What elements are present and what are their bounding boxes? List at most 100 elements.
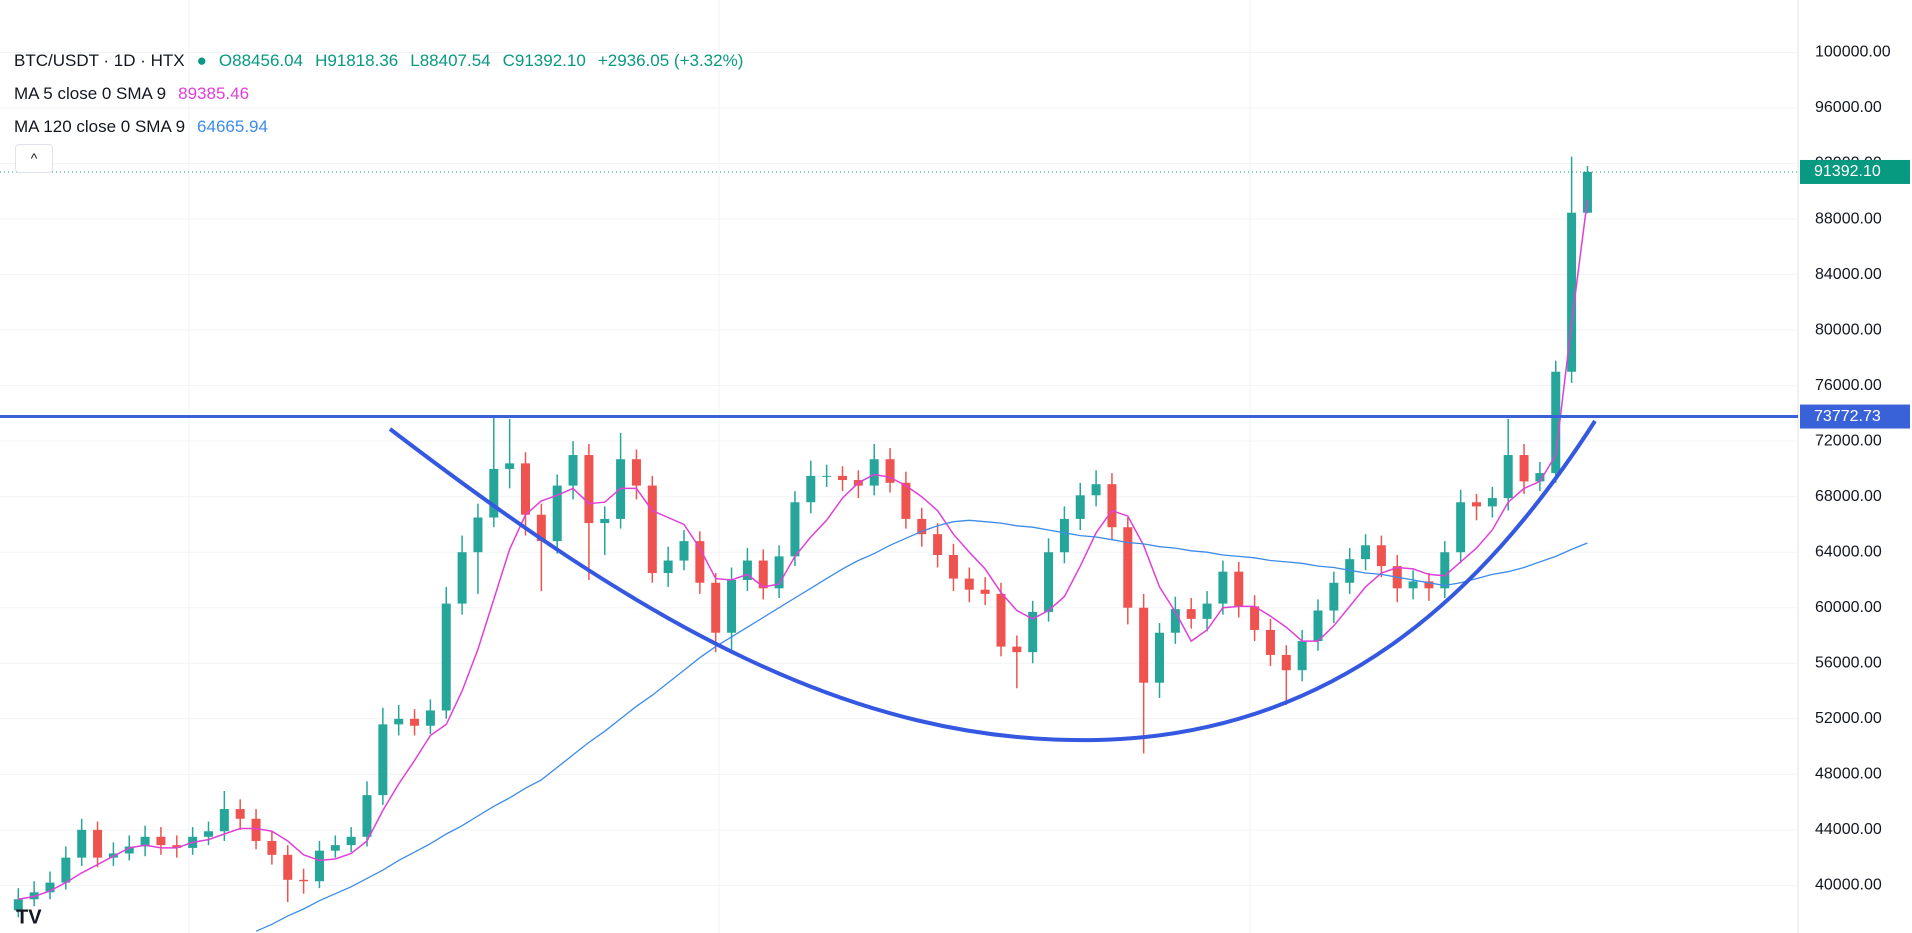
candle-body <box>1551 371 1561 474</box>
candle-body <box>711 582 721 633</box>
candle-body <box>1503 455 1513 499</box>
price-label-box <box>1800 404 1910 429</box>
ohlc-change: +2936.05 (+3.32%) <box>597 50 744 70</box>
candle-body <box>917 518 927 535</box>
ma-line <box>18 199 1589 901</box>
candle-body <box>283 854 293 880</box>
candle-body <box>1107 484 1117 528</box>
ohlc-open: O88456.04 <box>218 50 304 70</box>
y-tick-label: 84000.00 <box>1815 266 1882 283</box>
y-tick-label: 60000.00 <box>1815 599 1882 616</box>
candle-body <box>77 829 87 858</box>
y-tick-label: 64000.00 <box>1815 543 1882 560</box>
candle-body <box>1012 646 1022 653</box>
candle-body <box>695 541 705 583</box>
candle-body <box>172 845 182 848</box>
candle-body <box>996 593 1006 647</box>
logo: TV <box>16 906 42 928</box>
cup-drawing <box>388 419 1597 743</box>
candle-body <box>1567 212 1577 372</box>
candle-body <box>1075 495 1085 519</box>
candle-body <box>410 718 420 726</box>
candle-body <box>378 724 388 796</box>
candle-body <box>1091 484 1101 496</box>
candle-body <box>489 468 499 518</box>
candle-body <box>1519 455 1529 482</box>
last-price-label: 91392.10 <box>1814 163 1881 180</box>
candle-body <box>299 879 309 882</box>
candle-body <box>1408 581 1418 589</box>
ma-name: MA 120 close 0 SMA 9 <box>14 116 186 136</box>
ma-value: 89385.46 <box>178 83 250 103</box>
status-dot: ● <box>196 50 207 70</box>
candle-body <box>314 850 324 882</box>
ma-row: MA 5 close 0 SMA 9 89385.46 <box>14 77 743 110</box>
candle-body <box>1487 498 1497 507</box>
candle-body <box>441 603 451 711</box>
candle-body <box>584 455 594 524</box>
candle-body <box>1281 654 1291 671</box>
candle-body <box>727 579 737 633</box>
collapse-button[interactable]: ^ <box>15 144 53 173</box>
candle-body <box>647 485 657 574</box>
candle-body <box>13 899 23 911</box>
candle-body <box>552 485 562 542</box>
candle-body <box>140 836 150 847</box>
candle-body <box>1535 473 1545 482</box>
y-tick-label: 76000.00 <box>1815 377 1882 394</box>
candle-body <box>1376 545 1386 567</box>
candle-body <box>204 831 213 837</box>
y-tick-label: 96000.00 <box>1815 99 1882 116</box>
candle-body <box>980 589 990 594</box>
ohlc-close: C91392.10 <box>502 50 586 70</box>
y-tick-label: 48000.00 <box>1815 766 1882 783</box>
candle-body <box>457 552 467 604</box>
ohlc-low: L88407.54 <box>410 50 491 70</box>
candle-body <box>267 840 277 855</box>
ma-value: 64665.94 <box>197 116 268 136</box>
candle-body <box>1313 610 1323 642</box>
candle-body <box>330 845 340 851</box>
y-tick-label: 88000.00 <box>1815 210 1882 227</box>
y-tick-label: 80000.00 <box>1815 321 1882 338</box>
y-tick-label: 100000.00 <box>1815 44 1891 61</box>
candle-body <box>235 809 245 819</box>
candle-body <box>1265 629 1275 655</box>
candle-body <box>394 718 404 725</box>
candle-body <box>219 809 229 832</box>
candle-body <box>1202 603 1212 619</box>
candle-body <box>774 556 784 589</box>
candle-body <box>1361 545 1371 560</box>
candle-body <box>61 857 71 883</box>
candle-body <box>505 463 515 469</box>
candle-body <box>1456 502 1466 553</box>
last-price-box <box>1800 159 1910 184</box>
candle-body <box>742 560 752 580</box>
candle-body <box>933 534 943 555</box>
plot <box>0 51 1798 932</box>
candle-body <box>838 475 847 481</box>
candle-body <box>758 560 768 589</box>
candle-body <box>1234 571 1244 607</box>
candle-body <box>1297 641 1307 671</box>
y-tick-label: 40000.00 <box>1815 877 1882 894</box>
candle-body <box>425 710 435 726</box>
symbol: BTC/USDT · 1D · HTX <box>14 50 185 70</box>
ma-name: MA 5 close 0 SMA 9 <box>14 83 167 103</box>
symbol-row: BTC/USDT · 1D · HTX ● O88456.04 H91818.3… <box>14 44 743 77</box>
candle-body <box>521 463 530 515</box>
candle-body <box>885 459 895 483</box>
candle-body <box>93 829 103 858</box>
candle-body <box>1424 581 1434 589</box>
candle-body <box>901 482 911 519</box>
candle-body <box>1170 609 1180 633</box>
candle-body <box>806 475 816 503</box>
ma-line <box>255 519 1588 932</box>
candle-body <box>600 518 610 524</box>
candle-body <box>964 578 974 590</box>
candle-body <box>1186 609 1196 619</box>
candle-body <box>1123 527 1133 608</box>
candle-body <box>948 554 958 579</box>
candle-body <box>1139 607 1149 683</box>
